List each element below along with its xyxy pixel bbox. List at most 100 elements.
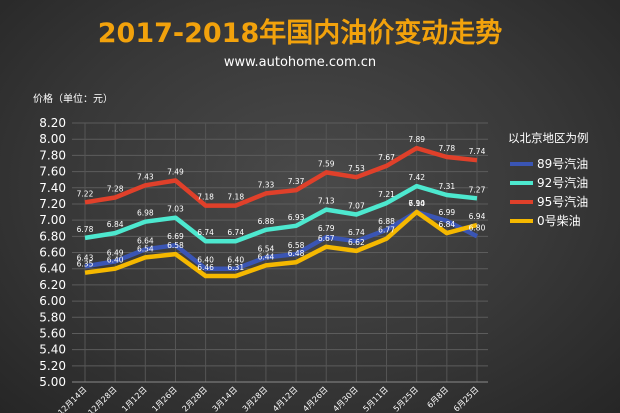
data-label: 6.74 bbox=[197, 228, 214, 237]
data-label: 6.77 bbox=[378, 226, 395, 235]
y-tick-label: 7.60 bbox=[39, 165, 66, 179]
y-tick-label: 5.60 bbox=[39, 326, 66, 340]
x-tick-label: 4月30日 bbox=[331, 385, 359, 413]
data-label: 6.54 bbox=[137, 244, 154, 253]
data-label: 7.10 bbox=[408, 199, 425, 208]
y-tick-label: 5.80 bbox=[39, 310, 66, 324]
data-label: 6.44 bbox=[258, 252, 275, 261]
x-tick-label: 3月28日 bbox=[241, 385, 269, 413]
y-tick-label: 5.00 bbox=[39, 375, 66, 389]
y-tick-label: 6.40 bbox=[39, 262, 66, 276]
data-label: 6.54 bbox=[258, 244, 275, 253]
data-label: 7.89 bbox=[408, 135, 425, 144]
data-label: 7.18 bbox=[197, 193, 214, 202]
data-label: 7.21 bbox=[378, 190, 395, 199]
data-label: 6.79 bbox=[318, 224, 335, 233]
series-line-3 bbox=[84, 145, 478, 208]
data-label: 6.84 bbox=[438, 220, 455, 229]
legend-label: 0号柴油 bbox=[537, 214, 581, 228]
data-label: 6.58 bbox=[288, 241, 305, 250]
y-tick-label: 7.40 bbox=[39, 181, 66, 195]
chart-title: 2017-2018年国内油价变动走势 bbox=[98, 17, 503, 49]
data-label: 6.43 bbox=[77, 253, 94, 262]
series-line-2 bbox=[84, 183, 478, 244]
source-url: www.autohome.com.cn bbox=[224, 55, 376, 70]
legend: 以北京地区为例 89号汽油 92号汽油 95号汽油 0号柴油 bbox=[508, 131, 589, 228]
data-label: 6.74 bbox=[227, 228, 244, 237]
data-label: 7.67 bbox=[378, 153, 395, 162]
data-label: 6.84 bbox=[107, 220, 124, 229]
x-tick-label: 1月12日 bbox=[120, 385, 148, 413]
data-label: 6.78 bbox=[77, 225, 94, 234]
data-label: 7.74 bbox=[469, 147, 486, 156]
series-lines bbox=[84, 145, 479, 279]
data-label: 6.99 bbox=[438, 208, 455, 217]
data-label: 6.88 bbox=[378, 217, 395, 226]
data-label: 6.40 bbox=[107, 256, 124, 265]
x-tick-label: 4月26日 bbox=[301, 385, 329, 413]
y-tick-label: 8.00 bbox=[39, 132, 66, 146]
data-label: 6.69 bbox=[167, 232, 184, 241]
data-label: 6.31 bbox=[227, 263, 244, 272]
x-tick-label: 4月12日 bbox=[271, 385, 299, 413]
y-tick-label: 6.60 bbox=[39, 246, 66, 260]
data-label: 6.40 bbox=[227, 256, 244, 265]
data-label: 6.46 bbox=[197, 263, 214, 272]
y-axis-ticks: 5.00 5.20 5.40 5.60 5.80 6.00 6.20 6.40 6.60 6.80… bbox=[39, 116, 66, 389]
x-tick-label: 2月28日 bbox=[181, 385, 209, 413]
y-tick-label: 6.00 bbox=[39, 294, 66, 308]
data-label: 6.98 bbox=[137, 209, 154, 218]
y-tick-label: 6.80 bbox=[39, 229, 66, 243]
x-tick-label: 6月25日 bbox=[452, 385, 480, 413]
x-tick-label: 6月8日 bbox=[425, 385, 450, 410]
data-label: 6.58 bbox=[167, 241, 184, 250]
data-label: 6.35 bbox=[77, 260, 94, 269]
y-axis-label: 价格（单位：元） bbox=[33, 92, 113, 105]
x-tick-label: 5月25日 bbox=[392, 385, 420, 413]
y-tick-label: 6.20 bbox=[39, 278, 66, 292]
data-label: 7.31 bbox=[438, 182, 455, 191]
data-label: 7.53 bbox=[348, 164, 365, 173]
data-label: 7.03 bbox=[167, 205, 184, 214]
data-label: 7.49 bbox=[167, 167, 184, 176]
data-label: 6.62 bbox=[348, 238, 365, 247]
y-tick-label: 7.20 bbox=[39, 197, 66, 211]
x-tick-label: 12月28日 bbox=[86, 385, 118, 413]
data-label: 6.64 bbox=[137, 236, 154, 245]
data-label: 7.37 bbox=[288, 177, 305, 186]
data-label: 6.49 bbox=[107, 248, 124, 257]
x-tick-label: 12月14日 bbox=[56, 385, 88, 413]
data-label: 6.67 bbox=[318, 234, 335, 243]
data-label: 7.59 bbox=[318, 159, 335, 168]
data-label: 6.40 bbox=[197, 256, 214, 265]
y-tick-label: 5.20 bbox=[39, 359, 66, 373]
legend-title: 以北京地区为例 bbox=[508, 131, 589, 145]
legend-label: 95号汽油 bbox=[537, 194, 588, 209]
data-label: 7.07 bbox=[348, 201, 365, 210]
data-label: 6.93 bbox=[288, 213, 305, 222]
legend-label: 92号汽油 bbox=[537, 175, 588, 190]
y-tick-label: 7.80 bbox=[39, 148, 66, 162]
data-label: 6.94 bbox=[469, 212, 486, 221]
data-label: 7.27 bbox=[469, 185, 486, 194]
series-line-4 bbox=[84, 209, 478, 279]
legend-label: 89号汽油 bbox=[537, 156, 588, 171]
data-label: 7.18 bbox=[227, 193, 244, 202]
data-label: 6.74 bbox=[348, 228, 365, 237]
data-label: 7.28 bbox=[107, 184, 124, 193]
data-label: 7.43 bbox=[137, 172, 154, 181]
y-tick-label: 8.20 bbox=[39, 116, 66, 130]
data-label: 7.22 bbox=[77, 189, 94, 198]
data-labels: 6.43 6.49 6.64 6.69 6.40 6.40 6.54 6.58 6.79 6.74… bbox=[77, 135, 486, 272]
data-label: 6.48 bbox=[288, 249, 305, 258]
x-tick-label: 5月11日 bbox=[361, 385, 389, 413]
x-tick-label: 3月14日 bbox=[211, 385, 239, 413]
data-label: 7.42 bbox=[408, 173, 425, 182]
data-label: 7.78 bbox=[438, 144, 455, 153]
data-label: 6.80 bbox=[469, 223, 486, 232]
data-label: 6.94 bbox=[408, 199, 425, 208]
data-label: 7.33 bbox=[258, 180, 275, 189]
x-tick-label: 1月26日 bbox=[150, 385, 178, 413]
